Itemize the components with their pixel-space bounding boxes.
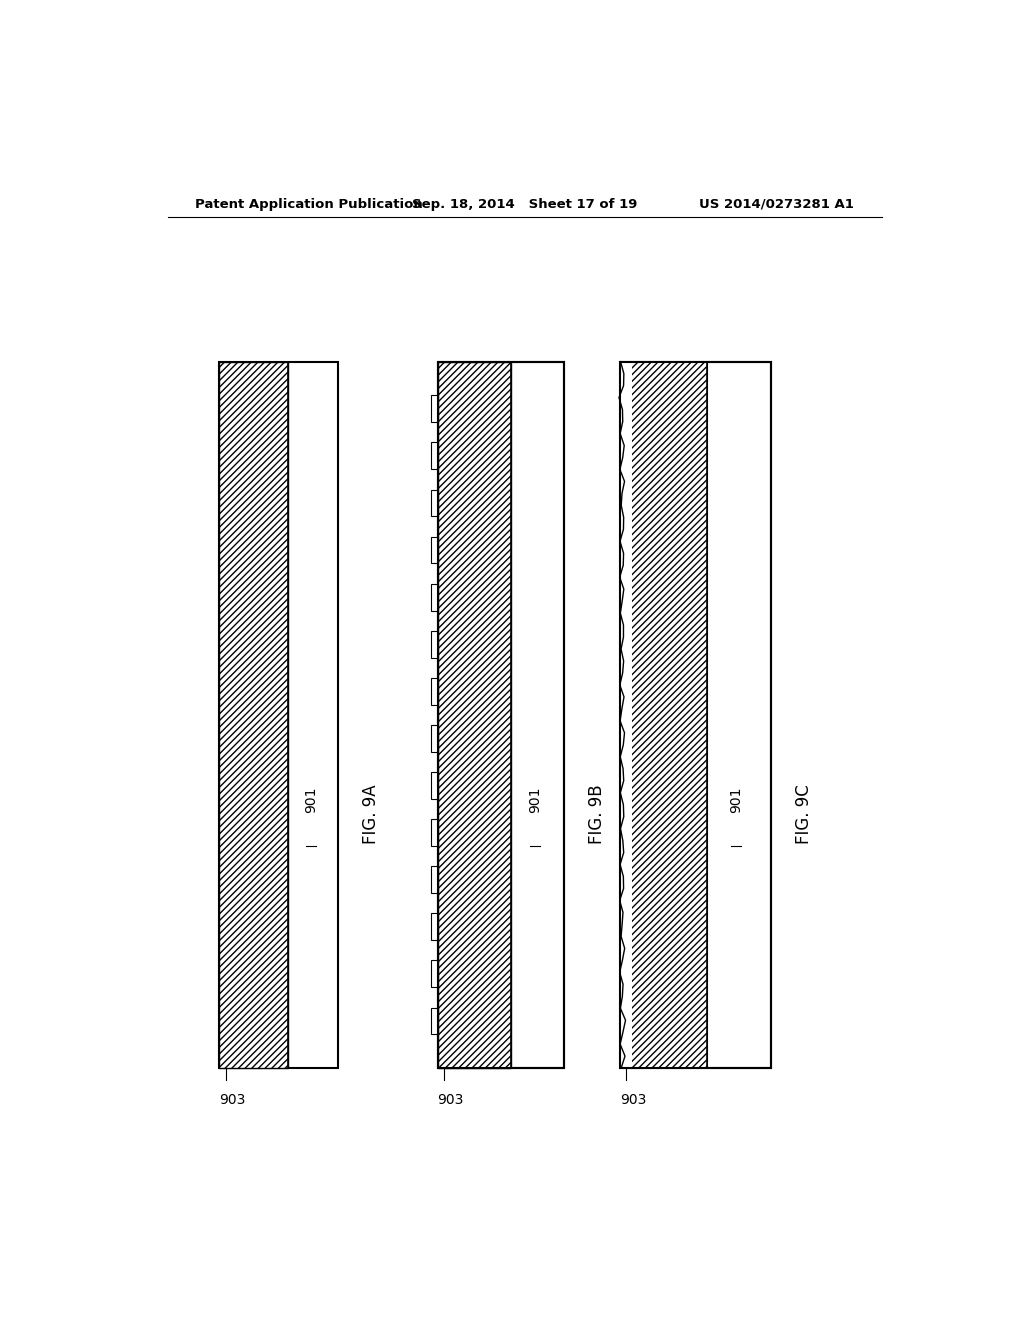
Bar <box>430 678 437 705</box>
Text: FIG. 9C: FIG. 9C <box>795 784 813 843</box>
Text: 901: 901 <box>304 787 317 813</box>
Text: 903: 903 <box>437 1093 464 1107</box>
Bar <box>620 362 771 1068</box>
Text: FIG. 9A: FIG. 9A <box>362 784 380 843</box>
Bar <box>430 583 437 611</box>
Bar <box>430 396 437 422</box>
Bar <box>437 362 564 1068</box>
Text: 903: 903 <box>219 1093 246 1107</box>
Text: Sep. 18, 2014   Sheet 17 of 19: Sep. 18, 2014 Sheet 17 of 19 <box>412 198 638 211</box>
Bar <box>620 362 708 1068</box>
Bar <box>219 362 338 1068</box>
Bar <box>437 362 564 1068</box>
Bar <box>219 362 289 1068</box>
Bar <box>430 442 437 470</box>
Bar <box>437 362 511 1068</box>
Bar <box>620 362 771 1068</box>
Bar <box>430 725 437 752</box>
Bar <box>430 913 437 940</box>
Bar <box>430 1007 437 1035</box>
Text: Patent Application Publication: Patent Application Publication <box>196 198 423 211</box>
Bar <box>430 866 437 894</box>
Text: 901: 901 <box>528 787 542 813</box>
Text: 903: 903 <box>620 1093 646 1107</box>
Bar <box>430 490 437 516</box>
Bar <box>430 772 437 799</box>
Bar <box>430 820 437 846</box>
Bar <box>430 961 437 987</box>
Text: FIG. 9B: FIG. 9B <box>588 784 606 843</box>
Polygon shape <box>618 362 708 1068</box>
Text: US 2014/0273281 A1: US 2014/0273281 A1 <box>699 198 854 211</box>
Bar <box>430 631 437 657</box>
Polygon shape <box>618 362 708 1068</box>
Bar <box>612 360 632 1069</box>
Text: 901: 901 <box>729 787 743 813</box>
Bar <box>430 537 437 564</box>
